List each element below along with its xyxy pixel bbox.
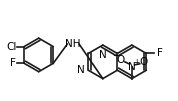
Text: N: N: [128, 62, 136, 72]
Text: F: F: [10, 58, 16, 68]
Text: O: O: [117, 55, 125, 65]
Text: NH: NH: [66, 39, 81, 49]
Text: O: O: [140, 57, 148, 67]
Text: N: N: [77, 65, 84, 75]
Text: Cl: Cl: [6, 42, 17, 52]
Text: F: F: [157, 48, 163, 58]
Text: N: N: [99, 50, 107, 60]
Text: +: +: [134, 58, 140, 67]
Text: −: −: [112, 51, 120, 60]
